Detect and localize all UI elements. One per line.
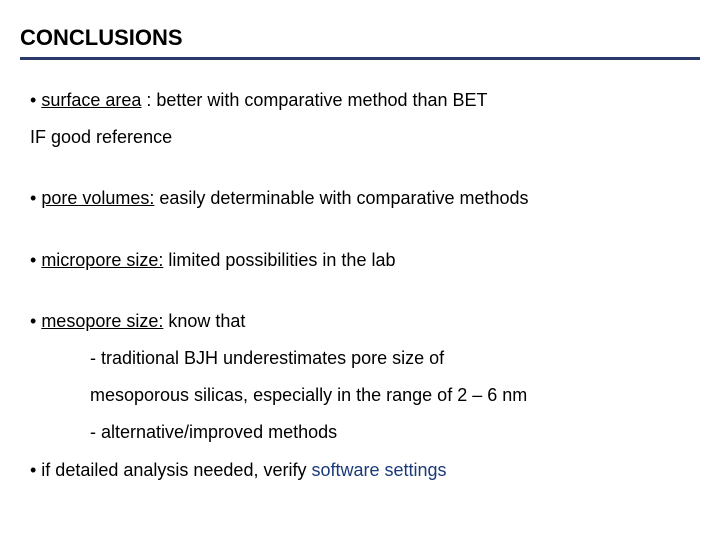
bullet-rest-text: : better with comparative method than BE… — [141, 90, 487, 110]
sub-bullet-alternative: - alternative/improved methods — [30, 420, 700, 445]
bullet-underlined-term: mesopore size: — [41, 311, 163, 331]
spacer — [30, 285, 700, 309]
bullet-rest-text: know that — [163, 311, 245, 331]
bullet-highlighted-term: software settings — [311, 460, 446, 480]
bullet-pore-volumes: • pore volumes: easily determinable with… — [30, 186, 700, 211]
bullet-prefix: • — [30, 188, 41, 208]
bullet-underlined-term: micropore size: — [41, 250, 163, 270]
title-underline-bar — [20, 57, 700, 60]
bullet-software-settings: • if detailed analysis needed, verify so… — [30, 458, 700, 483]
bullet-rest-text: limited possibilities in the lab — [163, 250, 395, 270]
bullet-rest-text: easily determinable with comparative met… — [154, 188, 528, 208]
slide-container: CONCLUSIONS • surface area : better with… — [0, 0, 720, 515]
sub-bullet-silica-range: mesoporous silicas, especially in the ra… — [30, 383, 700, 408]
bullet-prefix: • — [30, 250, 41, 270]
spacer — [30, 224, 700, 248]
spacer — [30, 162, 700, 186]
bullet-micropore-size: • micropore size: limited possibilities … — [30, 248, 700, 273]
bullet-underlined-term: surface area — [41, 90, 141, 110]
bullet-prefix: • — [30, 90, 41, 110]
bullet-prefix: • — [30, 311, 41, 331]
bullet-prefix-text: • if detailed analysis needed, verify — [30, 460, 311, 480]
content-area: • surface area : better with comparative… — [20, 88, 700, 483]
bullet-underlined-term: pore volumes: — [41, 188, 154, 208]
bullet-mesopore-size: • mesopore size: know that — [30, 309, 700, 334]
bullet-surface-area: • surface area : better with comparative… — [30, 88, 700, 113]
slide-title: CONCLUSIONS — [20, 25, 700, 51]
sub-bullet-bjh: - traditional BJH underestimates pore si… — [30, 346, 700, 371]
bullet-surface-area-line2: IF good reference — [30, 125, 700, 150]
